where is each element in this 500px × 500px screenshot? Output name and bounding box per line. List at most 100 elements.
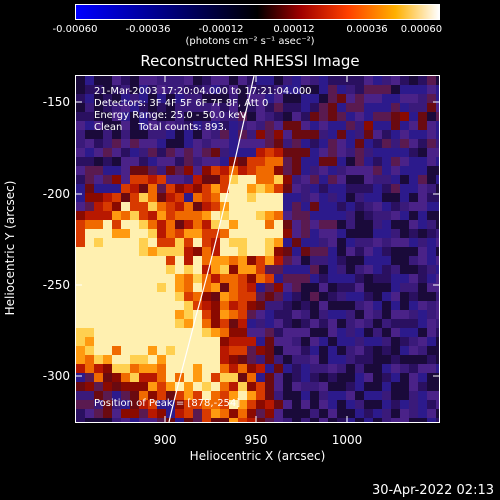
- intensity-pixel: [301, 184, 310, 193]
- intensity-pixel: [238, 391, 247, 400]
- intensity-pixel: [301, 355, 310, 364]
- intensity-pixel: [76, 292, 85, 301]
- intensity-pixel: [157, 391, 166, 400]
- intensity-pixel: [130, 193, 139, 202]
- intensity-pixel: [346, 220, 355, 229]
- intensity-pixel: [319, 229, 328, 238]
- intensity-pixel: [409, 211, 418, 220]
- intensity-pixel: [409, 301, 418, 310]
- intensity-pixel: [319, 328, 328, 337]
- intensity-pixel: [301, 247, 310, 256]
- intensity-pixel: [202, 229, 211, 238]
- intensity-pixel: [94, 130, 103, 139]
- intensity-pixel: [364, 247, 373, 256]
- intensity-pixel: [265, 346, 274, 355]
- intensity-pixel: [121, 256, 130, 265]
- intensity-pixel: [292, 337, 301, 346]
- intensity-pixel: [310, 112, 319, 121]
- intensity-pixel: [391, 301, 400, 310]
- intensity-pixel: [202, 292, 211, 301]
- intensity-pixel: [274, 148, 283, 157]
- intensity-pixel: [427, 166, 436, 175]
- intensity-pixel: [373, 265, 382, 274]
- intensity-pixel: [292, 157, 301, 166]
- intensity-pixel: [436, 157, 439, 166]
- intensity-pixel: [130, 256, 139, 265]
- intensity-pixel: [94, 391, 103, 400]
- intensity-pixel: [202, 193, 211, 202]
- intensity-pixel: [355, 103, 364, 112]
- intensity-pixel: [229, 211, 238, 220]
- intensity-pixel: [202, 139, 211, 148]
- intensity-pixel: [94, 76, 103, 85]
- intensity-pixel: [391, 256, 400, 265]
- intensity-pixel: [247, 121, 256, 130]
- intensity-pixel: [364, 328, 373, 337]
- intensity-pixel: [283, 76, 292, 85]
- intensity-pixel: [256, 301, 265, 310]
- intensity-pixel: [220, 382, 229, 391]
- intensity-pixel: [400, 229, 409, 238]
- intensity-pixel: [157, 121, 166, 130]
- y-tick-label: -300: [42, 369, 70, 383]
- intensity-pixel: [103, 328, 112, 337]
- intensity-pixel: [139, 166, 148, 175]
- intensity-pixel: [274, 211, 283, 220]
- intensity-pixel: [310, 238, 319, 247]
- intensity-pixel: [130, 319, 139, 328]
- intensity-pixel: [427, 85, 436, 94]
- intensity-pixel: [256, 391, 265, 400]
- intensity-pixel: [139, 184, 148, 193]
- intensity-pixel: [112, 364, 121, 373]
- intensity-pixel: [157, 346, 166, 355]
- intensity-pixel: [175, 112, 184, 121]
- intensity-pixel: [436, 382, 439, 391]
- intensity-pixel: [130, 382, 139, 391]
- intensity-pixel: [193, 193, 202, 202]
- intensity-pixel: [319, 193, 328, 202]
- intensity-pixel: [157, 148, 166, 157]
- intensity-pixel: [418, 346, 427, 355]
- intensity-pixel: [175, 418, 184, 422]
- intensity-pixel: [265, 148, 274, 157]
- intensity-pixel: [346, 382, 355, 391]
- intensity-pixel: [76, 85, 85, 94]
- intensity-pixel: [292, 202, 301, 211]
- intensity-pixel: [175, 328, 184, 337]
- intensity-pixel: [193, 328, 202, 337]
- intensity-pixel: [310, 409, 319, 418]
- intensity-pixel: [247, 166, 256, 175]
- intensity-pixel: [139, 112, 148, 121]
- intensity-pixel: [130, 130, 139, 139]
- intensity-pixel: [94, 184, 103, 193]
- intensity-pixel: [373, 400, 382, 409]
- intensity-pixel: [211, 247, 220, 256]
- intensity-pixel: [346, 175, 355, 184]
- intensity-pixel: [238, 220, 247, 229]
- intensity-pixel: [301, 193, 310, 202]
- intensity-pixel: [148, 193, 157, 202]
- intensity-pixel: [202, 382, 211, 391]
- intensity-pixel: [382, 211, 391, 220]
- intensity-pixel: [436, 85, 439, 94]
- intensity-pixel: [112, 409, 121, 418]
- intensity-pixel: [220, 400, 229, 409]
- intensity-pixel: [301, 130, 310, 139]
- intensity-pixel: [328, 337, 337, 346]
- intensity-pixel: [94, 103, 103, 112]
- intensity-pixel: [247, 229, 256, 238]
- intensity-pixel: [355, 310, 364, 319]
- intensity-pixel: [310, 229, 319, 238]
- intensity-pixel: [121, 157, 130, 166]
- intensity-pixel: [139, 211, 148, 220]
- intensity-pixel: [364, 112, 373, 121]
- intensity-pixel: [355, 130, 364, 139]
- intensity-pixel: [175, 400, 184, 409]
- intensity-pixel: [103, 355, 112, 364]
- intensity-pixel: [274, 193, 283, 202]
- intensity-pixel: [202, 256, 211, 265]
- intensity-pixel: [184, 301, 193, 310]
- intensity-pixel: [175, 85, 184, 94]
- intensity-pixel: [337, 328, 346, 337]
- intensity-pixel: [391, 166, 400, 175]
